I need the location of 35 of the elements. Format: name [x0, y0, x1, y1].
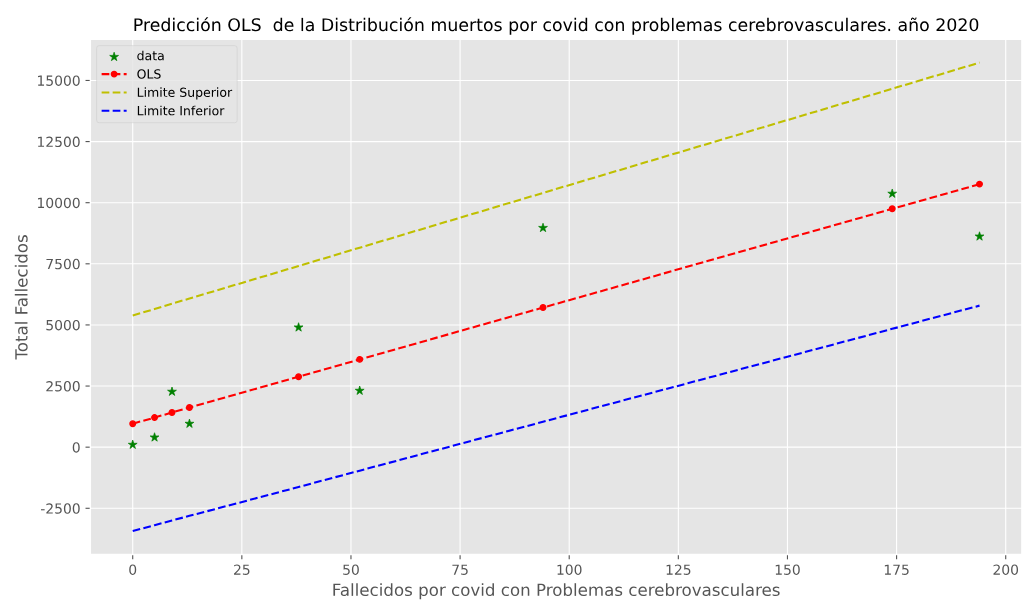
point: [185, 404, 193, 412]
point: [168, 408, 176, 416]
x-tick-label: 150: [775, 564, 800, 575]
legend-label: Limite Superior: [137, 87, 233, 100]
y-tick-label: 10000: [38, 197, 80, 209]
y-tick-label: 12500: [38, 136, 80, 148]
point: [888, 205, 896, 213]
point: [129, 420, 137, 428]
point: [295, 373, 303, 381]
x-tick-label: 50: [343, 564, 359, 575]
y-tick-label: 0: [72, 442, 80, 453]
line-series: [131, 61, 981, 317]
x-tick-label: 200: [993, 564, 1019, 575]
line-series: [131, 304, 981, 533]
x-tick-label: 0: [129, 564, 137, 575]
y-tick-label: 2500: [46, 381, 80, 392]
x-tick-label: 175: [884, 564, 909, 575]
x-tick-label: 25: [234, 564, 250, 575]
y-tick-label: 5000: [46, 319, 80, 331]
legend-label: OLS: [137, 69, 161, 79]
y-tick-label: 7500: [46, 258, 80, 270]
chart-title: Predicción OLS de la Distribución muertos por covid con problemas cerebrovasculares. año 2020: [134, 17, 979, 35]
y-tick-label: 15000: [38, 75, 80, 86]
x-tick-label: 75: [452, 564, 468, 575]
point: [356, 355, 364, 363]
legend-label: data: [137, 50, 164, 61]
x-tick-label: 100: [557, 564, 582, 575]
y-tick-label: -2500: [40, 503, 80, 514]
y-axis-title: Total Fallecidos: [14, 235, 28, 360]
x-axis-title: Fallecidos por covid con Problemas cerebrovasculares: [333, 583, 780, 600]
point: [539, 304, 547, 312]
legend-label: Limite Inferior: [137, 105, 225, 116]
point: [976, 180, 983, 188]
x-tick-label: 125: [666, 564, 691, 575]
point: [151, 414, 159, 422]
